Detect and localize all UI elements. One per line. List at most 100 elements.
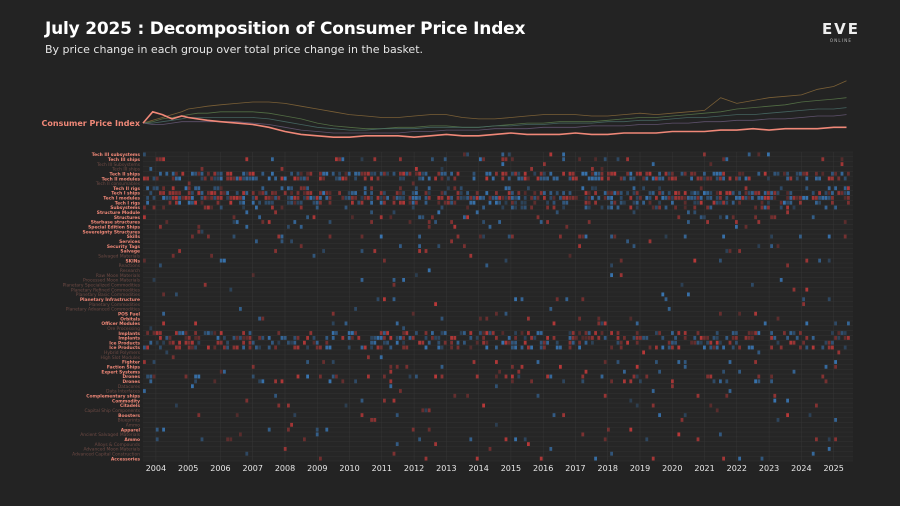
increase-cell [607, 427, 610, 432]
row-label: Salvage [120, 249, 140, 255]
increase-cell [219, 369, 223, 374]
decrease-cell [328, 345, 332, 350]
decrease-cell [584, 205, 588, 210]
increase-cell [805, 258, 809, 263]
increase-cell [543, 196, 546, 200]
increase-cell [450, 239, 453, 244]
increase-cell [319, 191, 322, 195]
increase-cell [719, 176, 722, 181]
increase-cell [453, 224, 457, 229]
increase-cell [322, 360, 325, 364]
decrease-cell [405, 171, 409, 176]
decrease-cell [325, 427, 329, 432]
decrease-cell [379, 234, 383, 239]
increase-cell [431, 336, 434, 340]
decrease-cell [690, 176, 693, 181]
decrease-cell [703, 171, 706, 176]
increase-cell [623, 379, 626, 384]
increase-cell [367, 196, 370, 200]
x-tick-label: 2010 [339, 464, 359, 473]
decrease-cell [370, 336, 373, 340]
decrease-cell [610, 263, 613, 268]
row-label: Tech II ships [110, 171, 141, 177]
increase-cell [600, 167, 604, 171]
increase-cell [399, 171, 402, 176]
row-label: Salvaged Materials [98, 254, 140, 260]
increase-cell [421, 340, 425, 345]
decrease-cell [331, 374, 335, 379]
increase-cell [274, 210, 277, 215]
increase-cell [453, 176, 457, 181]
decrease-cell [523, 200, 527, 205]
increase-cell [421, 408, 425, 413]
decrease-cell [680, 282, 684, 287]
increase-cell [671, 345, 674, 350]
increase-cell [498, 196, 501, 200]
decrease-cell [312, 336, 316, 340]
decrease-cell [424, 200, 428, 205]
decrease-cell [731, 331, 735, 335]
increase-cell [245, 157, 249, 162]
increase-cell [831, 196, 834, 200]
increase-cell [466, 215, 469, 220]
decrease-cell [149, 167, 153, 171]
increase-cell [184, 374, 188, 379]
decrease-cell [578, 345, 581, 350]
increase-cell [847, 186, 850, 191]
decrease-cell [370, 345, 373, 350]
decrease-cell [603, 191, 607, 195]
decrease-cell [754, 379, 757, 384]
decrease-cell [834, 186, 837, 191]
decrease-cell [415, 186, 418, 191]
decrease-cell [427, 268, 431, 273]
decrease-cell [827, 447, 831, 451]
increase-cell [242, 191, 245, 195]
increase-cell [210, 253, 213, 258]
increase-cell [418, 249, 421, 253]
decrease-cell [751, 345, 754, 350]
decrease-cell [763, 321, 767, 326]
increase-cell [312, 340, 316, 345]
decrease-cell [645, 336, 649, 340]
decrease-cell [635, 205, 639, 210]
x-tick-label: 2004 [146, 464, 166, 473]
increase-cell [693, 340, 697, 345]
increase-cell [834, 364, 837, 369]
decrease-cell [338, 171, 341, 176]
increase-cell [434, 442, 437, 447]
increase-cell [539, 191, 543, 195]
increase-cell [229, 200, 233, 205]
increase-cell [203, 205, 207, 210]
decrease-cell [511, 171, 514, 176]
increase-cell [408, 196, 412, 200]
increase-cell [389, 215, 393, 220]
decrease-cell [424, 196, 428, 200]
decrease-cell [757, 331, 761, 335]
row-label: Ancient Salvaged Materials [80, 432, 141, 438]
decrease-cell [427, 176, 431, 181]
decrease-cell [594, 171, 597, 176]
increase-cell [674, 191, 677, 195]
increase-cell [683, 336, 687, 340]
decrease-cell [472, 196, 476, 200]
decrease-cell [437, 336, 441, 340]
increase-cell [658, 191, 661, 195]
decrease-cell [661, 292, 665, 297]
decrease-cell [610, 234, 613, 239]
increase-cell [315, 345, 319, 350]
increase-cell [178, 345, 181, 350]
row-label: Subsystems [110, 205, 140, 211]
decrease-cell [191, 384, 194, 389]
decrease-cell [437, 345, 441, 350]
decrease-cell [495, 422, 498, 427]
increase-cell [210, 191, 213, 195]
increase-cell [306, 196, 309, 200]
increase-cell [744, 186, 748, 191]
decrease-cell [815, 200, 818, 205]
decrease-cell [152, 360, 156, 364]
increase-cell [303, 340, 306, 345]
increase-cell [475, 340, 479, 345]
increase-cell [715, 408, 719, 413]
decrease-cell [418, 244, 421, 249]
increase-cell [309, 171, 313, 176]
